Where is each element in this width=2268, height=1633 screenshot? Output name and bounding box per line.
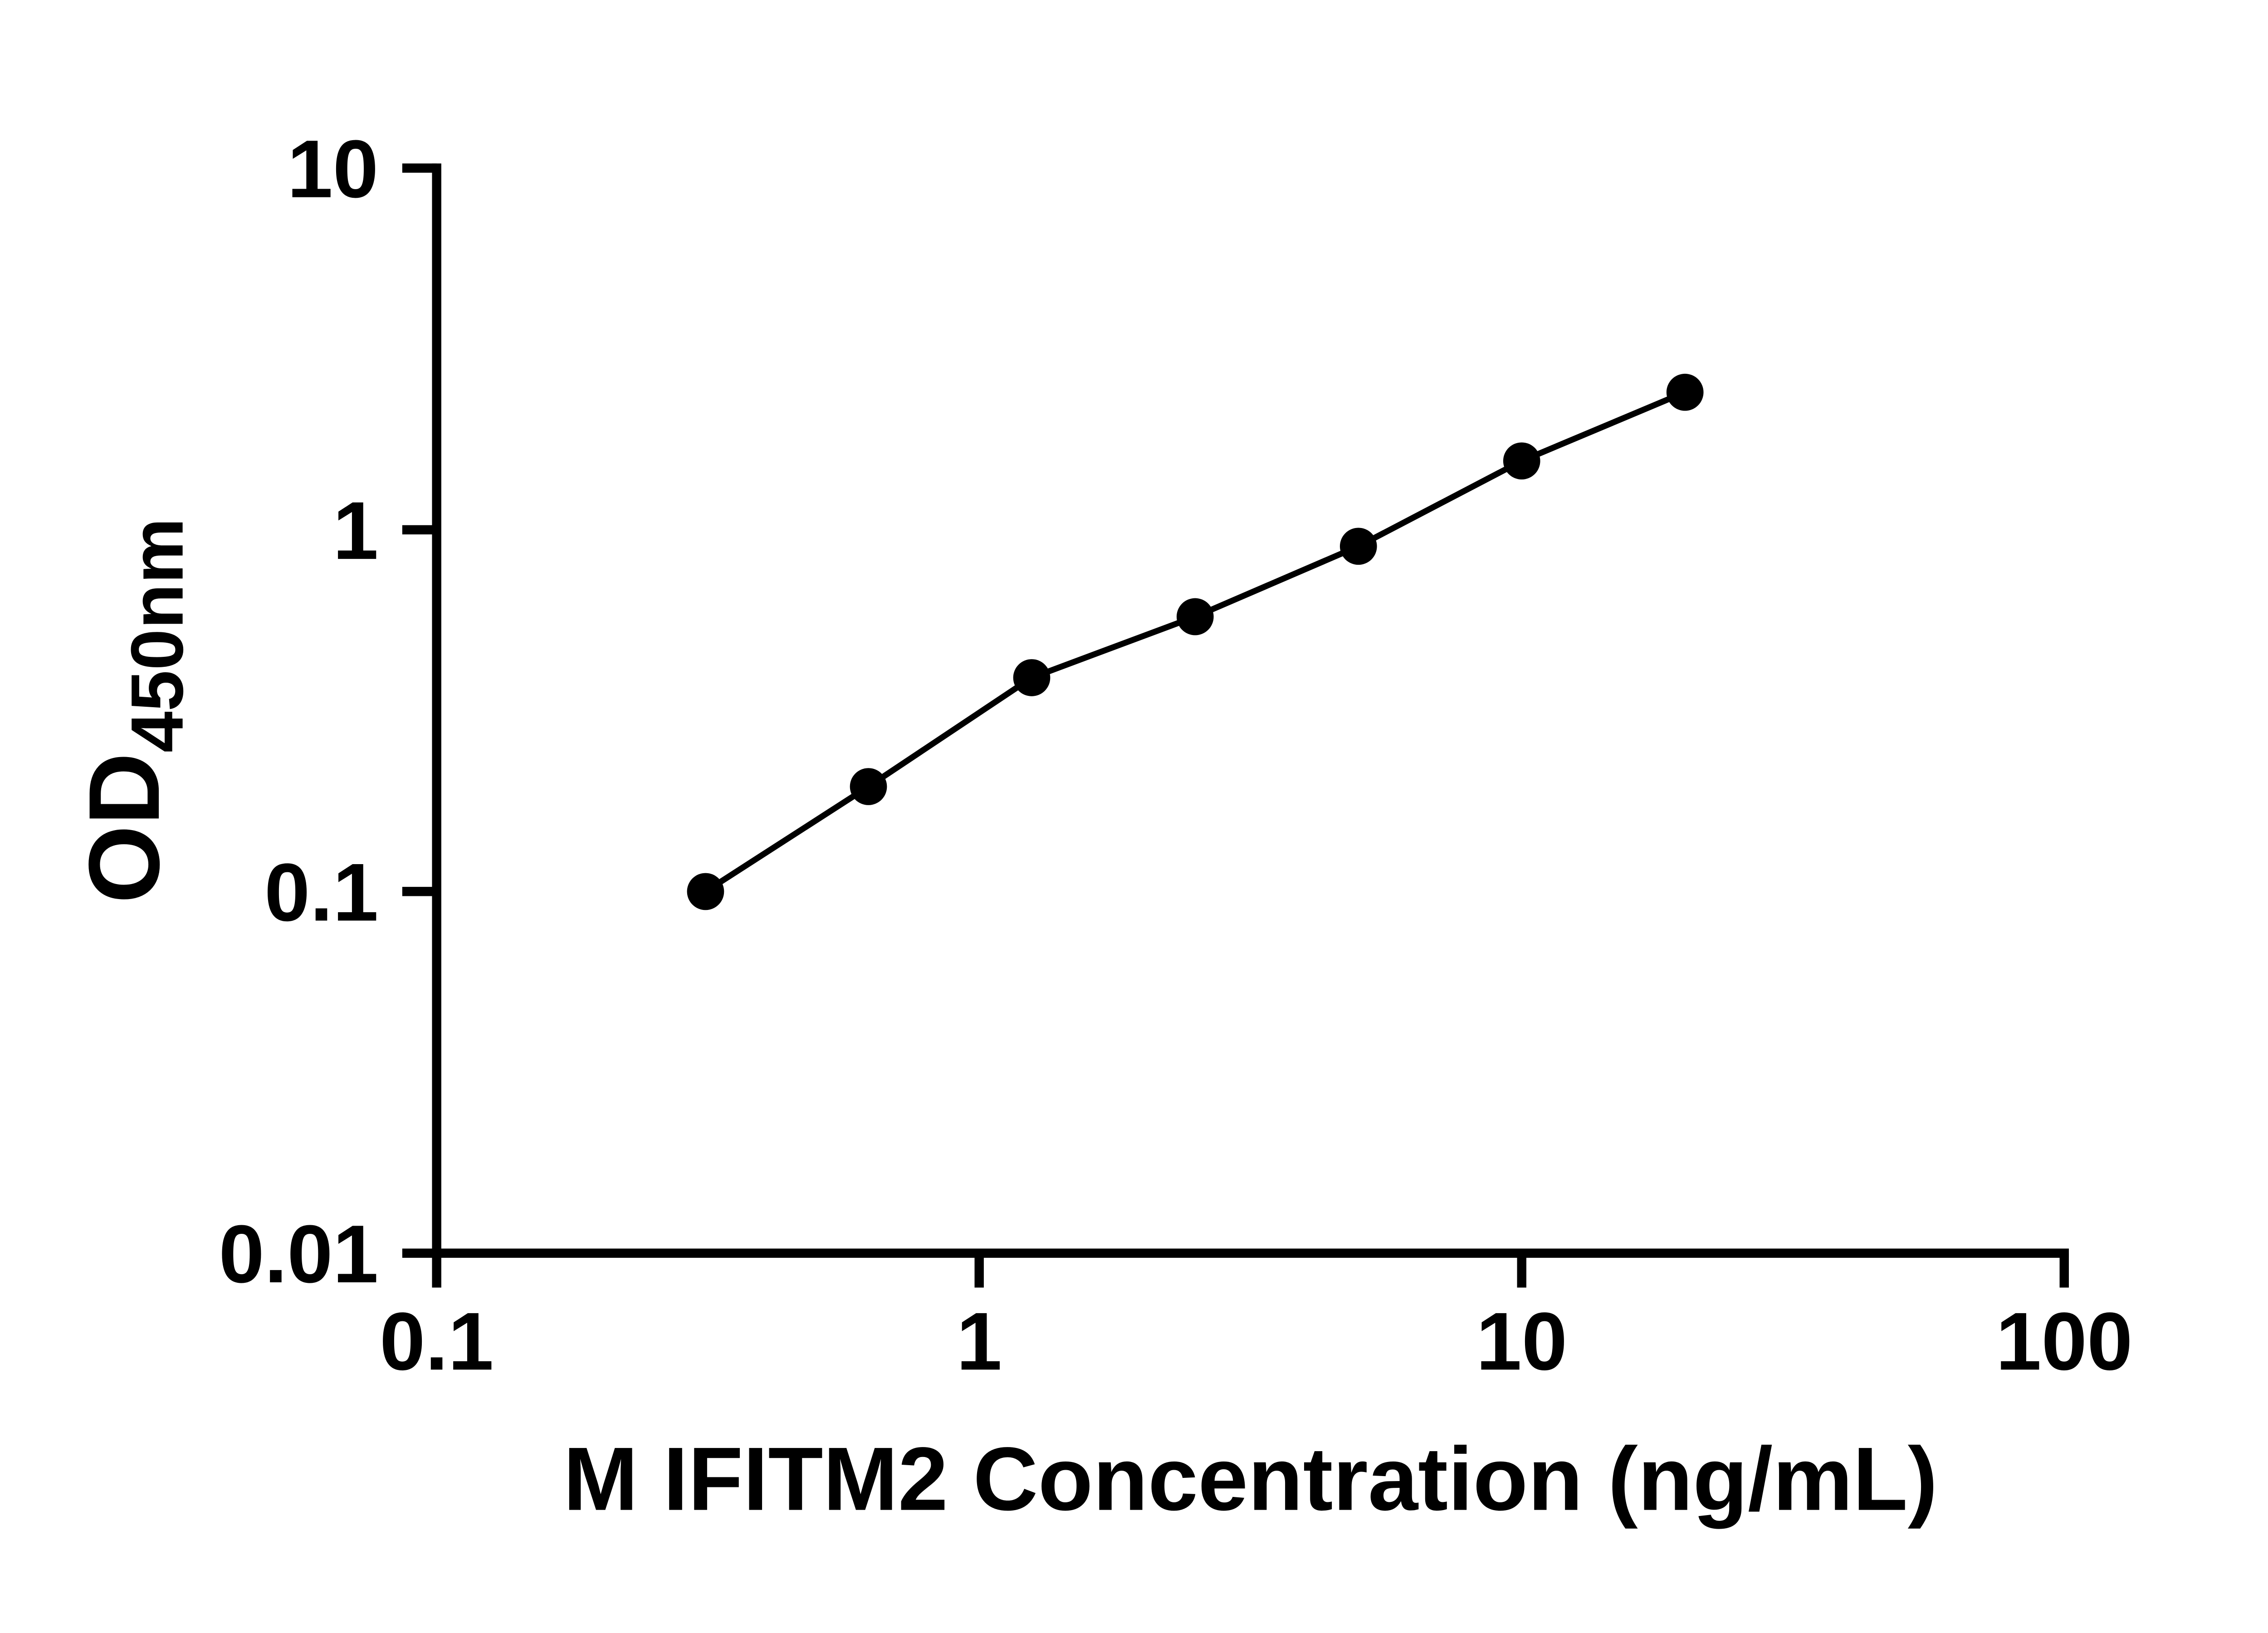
x-tick-label: 100 [1996,1296,2133,1387]
data-point-marker [850,768,887,805]
y-tick-label: 1 [333,485,379,577]
x-tick-label: 0.1 [380,1296,494,1387]
x-tick-label: 1 [956,1296,1002,1387]
y-axis-title-subscript: 450nm [116,518,199,753]
y-axis-title: OD450nm [68,518,199,904]
data-point-marker [687,873,724,910]
data-point-marker [1176,598,1214,636]
y-tick-label: 0.1 [264,846,378,938]
axis-spines [432,163,2069,1258]
data-point-marker [1503,442,1540,480]
x-tick-label: 10 [1476,1296,1567,1387]
y-tick-label: 0.01 [219,1208,378,1300]
data-point-marker [1666,373,1704,411]
y-axis-title-main: OD [68,753,180,904]
x-axis-title: M IFITM2 Concentration (ng/mL) [563,1429,1938,1530]
y-tick-label: 10 [287,123,378,215]
data-point-marker [1013,659,1051,696]
data-point-marker [1339,528,1377,565]
